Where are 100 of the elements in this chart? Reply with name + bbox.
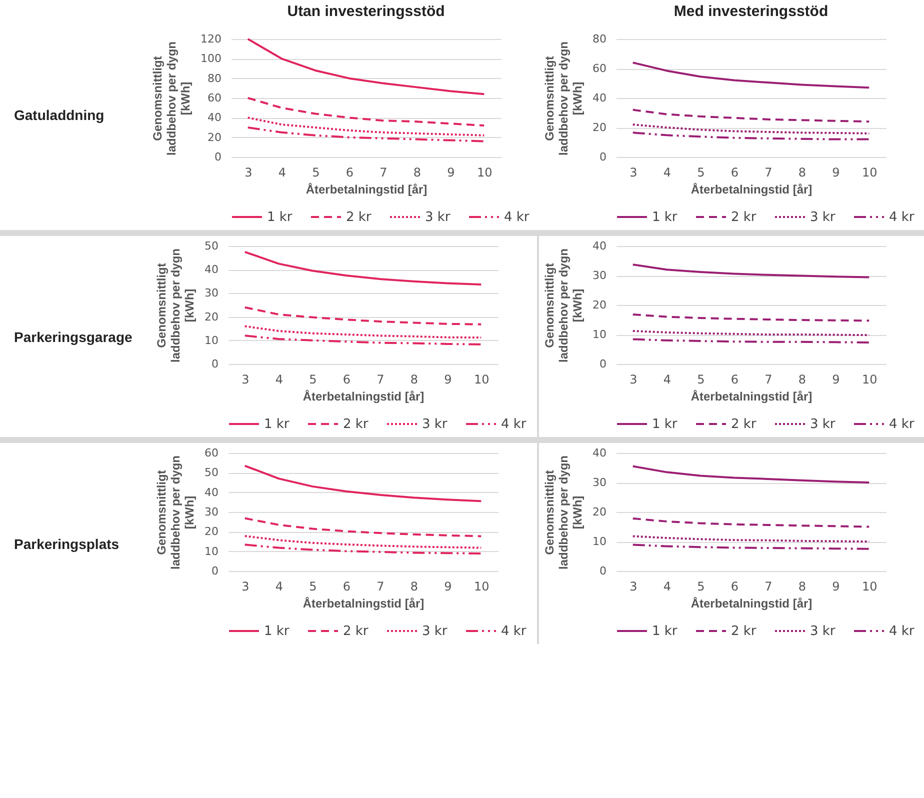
y-axis-title: Genomsnittligt laddbehov per dygn [kWh] <box>542 455 584 570</box>
x-tick-label: 4 <box>662 372 670 386</box>
x-axis-title: Återbetalningstid [år] <box>690 182 812 196</box>
y-axis-title: Genomsnittligt laddbehov per dygn [kWh] <box>154 455 196 570</box>
y-tick-label: 40 <box>204 263 218 276</box>
legend-label: 2 kr <box>730 210 756 225</box>
y-tick-label: 30 <box>204 286 218 300</box>
y-tick-label: 40 <box>204 486 218 499</box>
y-tick-label: 50 <box>204 240 218 252</box>
y-tick-label: 0 <box>599 564 606 578</box>
line-series <box>631 124 870 134</box>
x-tick-label: 8 <box>410 372 418 386</box>
legend-label: 2 kr <box>342 624 368 639</box>
y-tick-label: 40 <box>592 92 606 104</box>
x-tick-label: 5 <box>308 372 316 386</box>
line-series <box>243 517 482 538</box>
x-tick-label: 3 <box>629 166 637 180</box>
legend-label: 3 kr <box>810 210 836 225</box>
x-tick-label: 10 <box>861 372 877 386</box>
x-axis-title: Återbetalningstid [år] <box>690 390 812 404</box>
legend-label: 1 kr <box>264 417 290 432</box>
x-tick-label: 7 <box>764 580 772 594</box>
line-series <box>243 334 482 346</box>
x-tick-label: 9 <box>832 580 840 594</box>
line-series <box>243 464 482 502</box>
x-tick-label: 3 <box>241 372 249 386</box>
x-tick-label: 6 <box>342 580 350 594</box>
y-tick-label: 10 <box>204 544 218 558</box>
line-series <box>243 306 482 326</box>
x-tick-label: 9 <box>832 372 840 386</box>
x-tick-label: 7 <box>764 372 772 386</box>
x-tick-label: 10 <box>473 372 489 386</box>
legend-label: 1 kr <box>267 210 293 225</box>
x-tick-label: 6 <box>346 166 354 180</box>
legend-label: 2 kr <box>730 624 756 639</box>
legend-label: 4 kr <box>504 210 530 225</box>
x-axis-title: Återbetalningstid [år] <box>302 390 424 404</box>
y-tick-label: 0 <box>599 358 606 370</box>
y-tick-label: 30 <box>592 269 606 282</box>
legend-label: 2 kr <box>346 210 372 225</box>
legend-label: 4 kr <box>888 210 914 225</box>
y-axis-title: Genomsnittligt laddbehov per dygn [kWh] <box>150 41 193 156</box>
y-tick-label: 10 <box>592 535 606 548</box>
x-tick-label: 4 <box>662 580 670 594</box>
x-tick-label: 5 <box>696 372 704 386</box>
x-tick-label: 3 <box>629 580 637 594</box>
x-tick-label: 9 <box>832 166 840 180</box>
line-series <box>631 264 870 278</box>
x-tick-label: 10 <box>476 166 492 180</box>
legend-label: 1 kr <box>652 210 678 225</box>
y-tick-label: 100 <box>200 52 222 66</box>
text: Parkeringsgarage <box>0 236 154 443</box>
line-series <box>246 126 486 142</box>
legend-label: 1 kr <box>264 624 290 639</box>
y-tick-label: 60 <box>592 62 606 75</box>
legend-label: 3 kr <box>810 624 836 639</box>
legend-label: 3 kr <box>810 417 836 432</box>
x-axis-title: Återbetalningstid [år] <box>302 596 424 610</box>
x-tick-label: 5 <box>696 580 704 594</box>
line-series <box>243 544 482 554</box>
y-tick-label: 20 <box>208 130 222 144</box>
line-series <box>243 534 482 549</box>
y-tick-label: 30 <box>592 476 606 489</box>
text: Gatuladdning <box>14 107 104 123</box>
x-tick-label: 4 <box>274 372 282 386</box>
legend-label: 3 kr <box>422 624 448 639</box>
x-tick-label: 4 <box>662 166 670 180</box>
legend-label: 4 kr <box>888 417 914 432</box>
y-tick-label: 20 <box>592 298 606 312</box>
legend-label: 1 kr <box>652 417 678 432</box>
x-tick-label: 6 <box>730 580 738 594</box>
x-tick-label: 8 <box>798 580 806 594</box>
y-tick-label: 80 <box>208 72 222 85</box>
x-tick-label: 5 <box>308 580 316 594</box>
y-axis-title: Genomsnittligt laddbehov per dygn [kWh] <box>154 248 196 363</box>
legend-label: 1 kr <box>652 624 678 639</box>
x-tick-label: 9 <box>447 166 455 180</box>
x-tick-label: 10 <box>473 580 489 594</box>
x-tick-label: 6 <box>730 166 738 180</box>
line-series <box>246 97 486 127</box>
x-tick-label: 8 <box>410 580 418 594</box>
line-series <box>631 465 870 484</box>
x-tick-label: 4 <box>278 166 286 180</box>
chart-title: Utan investeringsstöd <box>287 3 445 20</box>
line-series <box>243 325 482 339</box>
y-tick-label: 10 <box>592 328 606 341</box>
y-tick-label: 40 <box>208 111 222 124</box>
x-tick-label: 3 <box>244 166 252 180</box>
x-tick-label: 6 <box>730 372 738 386</box>
x-tick-label: 7 <box>376 372 384 386</box>
x-tick-label: 9 <box>444 372 452 386</box>
line-series <box>631 62 870 89</box>
x-tick-label: 10 <box>861 166 877 180</box>
x-tick-label: 7 <box>764 166 772 180</box>
line-series <box>631 132 870 140</box>
legend-label: 2 kr <box>342 417 368 432</box>
y-tick-label: 40 <box>592 240 606 252</box>
y-tick-label: 20 <box>592 506 606 518</box>
y-tick-label: 0 <box>211 564 218 578</box>
y-tick-label: 60 <box>204 446 218 460</box>
